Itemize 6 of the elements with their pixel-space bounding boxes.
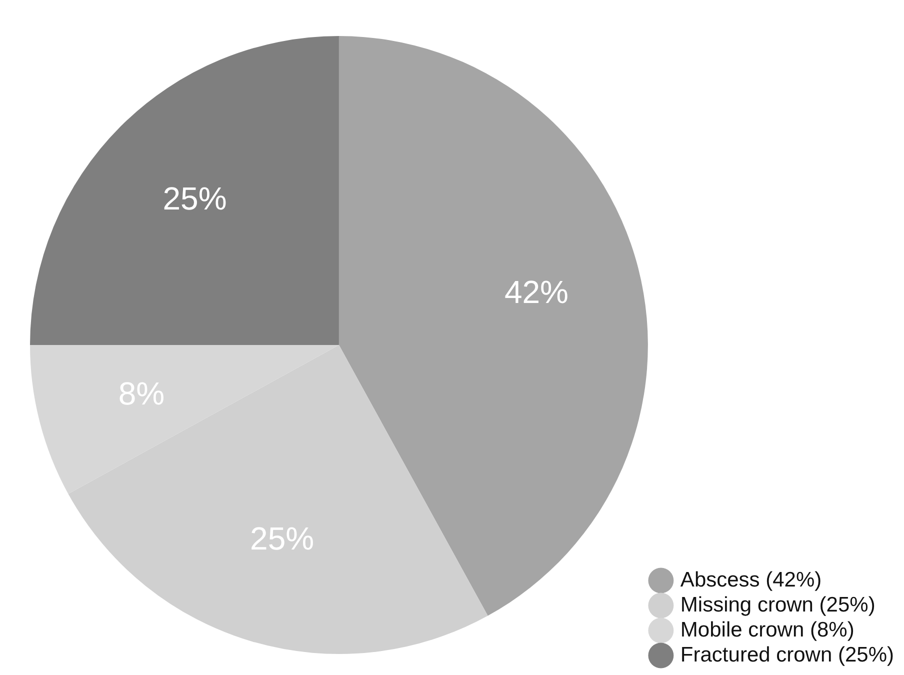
legend-label: Mobile crown (8%) — [680, 618, 854, 642]
legend-label: Missing crown (25%) — [680, 593, 876, 616]
legend-label: Fractured crown (25%) — [680, 643, 894, 666]
legend-label: Abscess (42%) — [680, 568, 822, 592]
data-label: 42% — [504, 274, 568, 310]
data-label: 25% — [162, 180, 227, 217]
